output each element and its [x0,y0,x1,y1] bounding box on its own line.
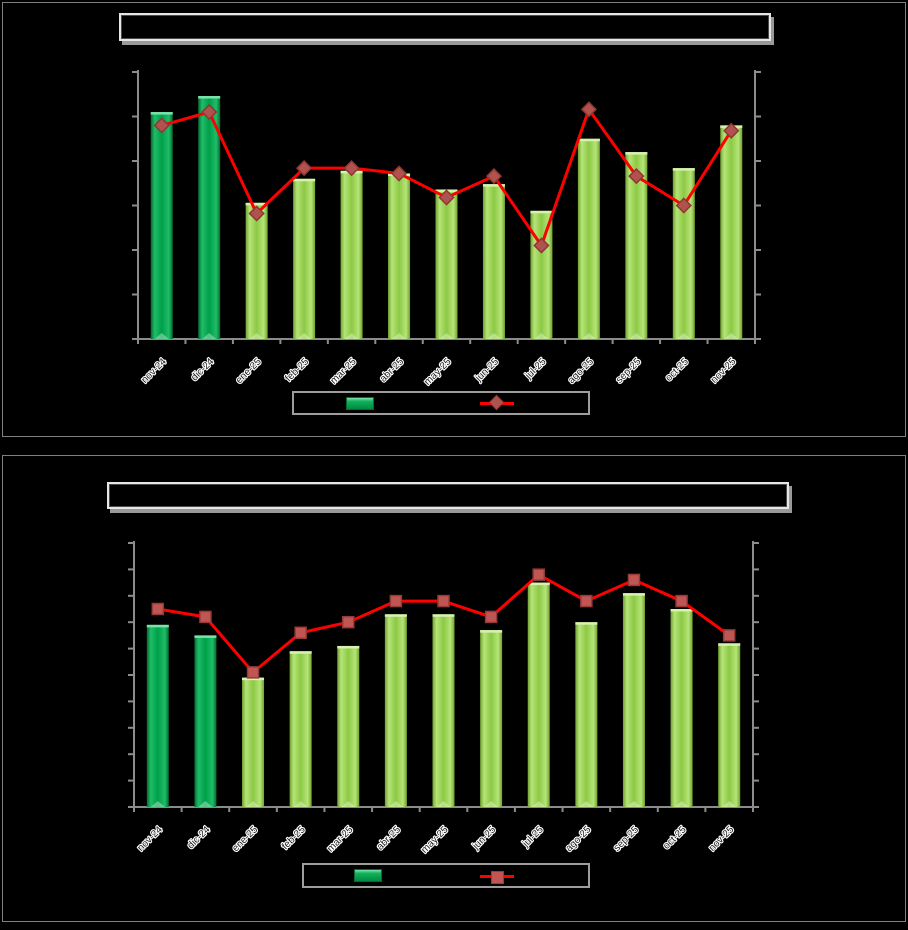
legend-item-line [480,393,514,413]
square-marker [389,594,403,608]
square-marker [151,602,165,616]
diamond-marker [723,122,740,139]
diamond-marker [343,159,360,177]
square-marker [294,626,307,640]
square-marker [246,666,260,679]
x-axis-label: feb-25 [280,824,308,852]
x-axis-label: nov-25 [709,356,739,386]
legend-item-bars [346,393,374,413]
bar-ago-25 [575,622,598,807]
bar-oct-25 [670,609,693,807]
bar-line-chart: nov-24 dic-24 ene-25 feb-25 mar-25 abr-25 may-… [128,541,759,857]
diamond-marker [153,117,170,134]
red-square-line-marker-icon [480,870,514,884]
diamond-marker [628,167,645,185]
bar-sep-25 [625,152,648,339]
x-axis-label: sep-25 [612,824,642,854]
bar-sep-25 [622,593,645,807]
diamond-marker [390,165,408,182]
red-diamond-line-marker-icon [480,394,514,411]
square-marker [532,568,545,581]
x-axis-label: mar-25 [325,824,355,854]
square-marker [342,615,355,629]
bar-ene-25 [245,202,268,339]
x-axis-label: ago-25 [564,824,594,854]
diamond-marker [485,167,503,185]
chart-title-box [119,13,771,41]
x-axis-label: ene-25 [230,824,260,854]
x-axis-label: ago-25 [566,356,596,386]
x-axis-label: jun-25 [470,824,498,852]
x-axis-label: may-25 [419,824,451,856]
bar-oct-25 [672,168,695,339]
square-marker [580,594,593,608]
bar-ene-25 [242,677,265,807]
bar-may-25 [432,614,455,807]
diamond-marker [533,237,550,254]
x-axis-label: dic-24 [185,824,212,851]
bar-nov-25 [718,643,741,807]
legend-item-bars [354,865,382,886]
x-axis-label: may-25 [422,356,454,388]
x-axis-label: jul-25 [523,356,549,382]
bar-ago-25 [577,138,600,339]
bar-feb-25 [293,178,316,339]
x-axis-label: jun-25 [473,356,501,384]
green-bar-marker-icon [354,869,382,882]
diamond-marker [580,101,598,118]
bar-abr-25 [384,614,407,807]
bar-feb-25 [289,651,312,807]
x-axis-label: feb-25 [283,356,311,384]
legend-box [292,391,590,415]
diamond-marker [675,197,692,214]
legend-item-line [480,865,514,886]
x-axis-label: oct-25 [661,824,689,852]
x-axis-label: mar-25 [329,356,359,386]
x-axis-label: nov-24 [136,824,166,854]
bar-nov-25 [720,125,743,340]
bar-nov-24 [146,624,169,807]
bar-dic-24 [198,96,221,339]
x-axis-label: ene-25 [234,356,264,386]
x-axis-label: jul-25 [520,824,546,850]
x-axis-label: nov-25 [707,824,737,854]
bar-may-25 [435,189,458,339]
bar-mar-25 [337,645,360,807]
x-axis-label: dic-24 [189,356,216,383]
bar-jul-25 [527,582,550,807]
square-marker [484,610,498,624]
bar-dic-24 [194,635,217,807]
bar-nov-24 [150,112,173,339]
green-bar-marker-icon [346,396,374,410]
x-axis-label: abr-25 [378,356,407,385]
chart-title-box [107,482,789,509]
square-marker [199,610,212,624]
x-axis-label: nov-24 [139,356,169,386]
x-axis-label: oct-25 [663,356,691,384]
diamond-marker [438,189,455,206]
legend-box [302,863,590,888]
square-marker [437,594,450,608]
bar-abr-25 [388,173,411,339]
diamond-marker [248,205,265,222]
diamond-marker [201,103,218,121]
square-marker [722,629,736,642]
bar-mar-25 [340,170,363,339]
diamond-marker [295,159,313,177]
bar-jun-25 [482,184,505,339]
x-axis-label: abr-25 [375,824,404,853]
bar-jul-25 [530,210,553,339]
bar-line-chart: nov-24 dic-24 ene-25 feb-25 mar-25 abr-25 may-… [132,70,761,389]
x-axis-label: sep-25 [614,356,644,386]
square-marker [675,594,688,608]
chart-panel-bottom: nov-24 dic-24 ene-25 feb-25 mar-25 abr-25 may-… [2,455,906,922]
bar-jun-25 [480,630,503,807]
square-marker [627,573,641,587]
chart-panel-top: nov-24 dic-24 ene-25 feb-25 mar-25 abr-25 may-… [2,2,906,437]
